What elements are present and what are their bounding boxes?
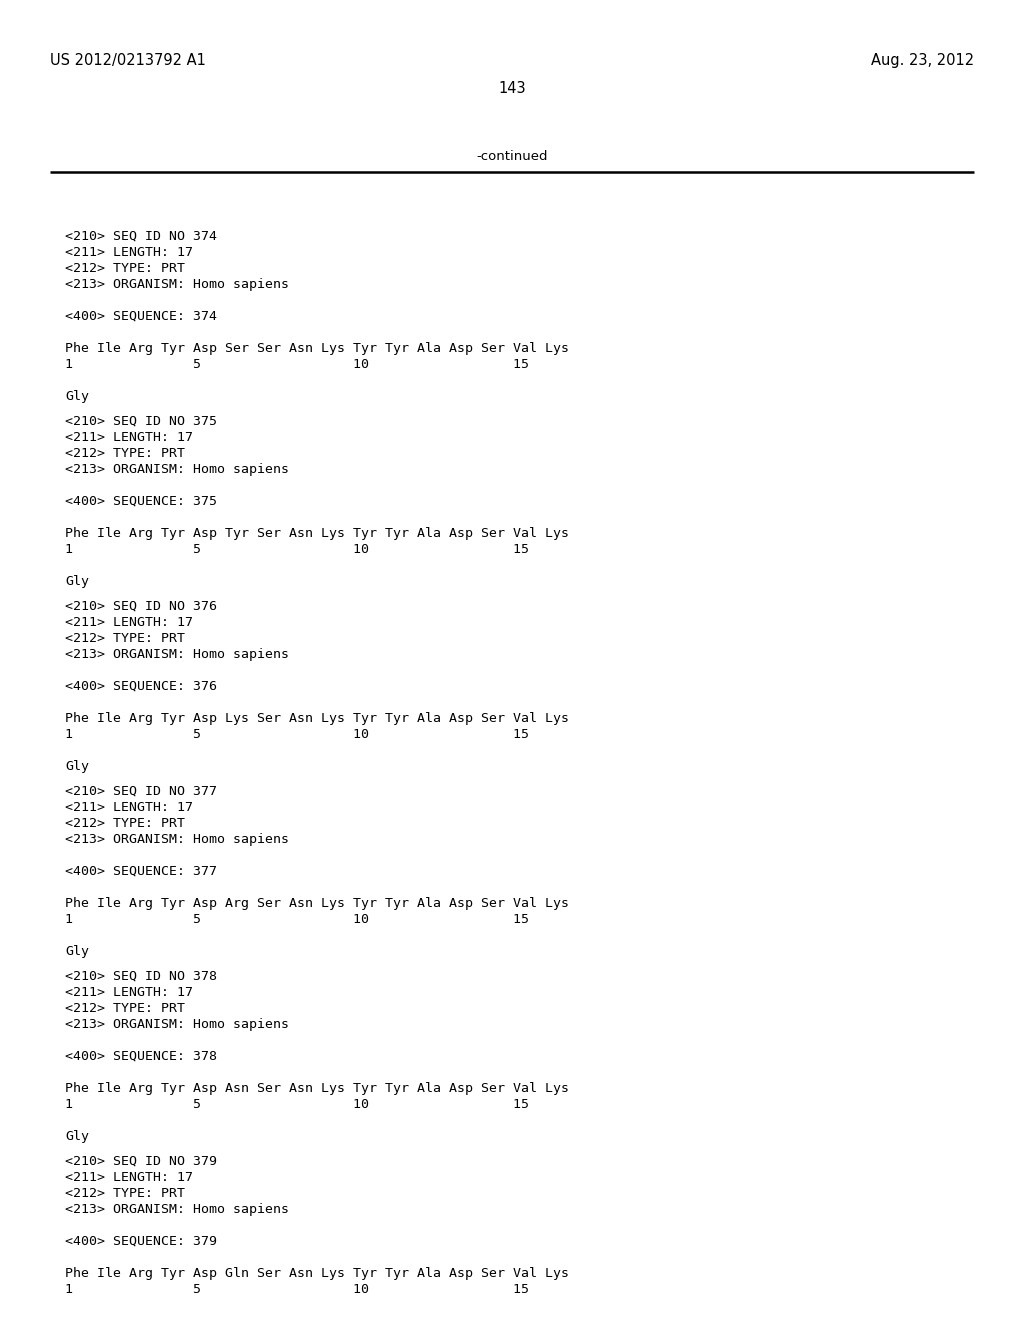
Text: <210> SEQ ID NO 378: <210> SEQ ID NO 378 [65, 970, 217, 983]
Text: <213> ORGANISM: Homo sapiens: <213> ORGANISM: Homo sapiens [65, 833, 289, 846]
Text: <400> SEQUENCE: 379: <400> SEQUENCE: 379 [65, 1236, 217, 1247]
Text: <210> SEQ ID NO 379: <210> SEQ ID NO 379 [65, 1155, 217, 1168]
Text: US 2012/0213792 A1: US 2012/0213792 A1 [50, 53, 206, 69]
Text: Phe Ile Arg Tyr Asp Arg Ser Asn Lys Tyr Tyr Ala Asp Ser Val Lys: Phe Ile Arg Tyr Asp Arg Ser Asn Lys Tyr … [65, 898, 569, 909]
Text: Phe Ile Arg Tyr Asp Lys Ser Asn Lys Tyr Tyr Ala Asp Ser Val Lys: Phe Ile Arg Tyr Asp Lys Ser Asn Lys Tyr … [65, 711, 569, 725]
Text: <210> SEQ ID NO 374: <210> SEQ ID NO 374 [65, 230, 217, 243]
Text: 1               5                   10                  15: 1 5 10 15 [65, 1098, 529, 1111]
Text: Gly: Gly [65, 576, 89, 587]
Text: Phe Ile Arg Tyr Asp Gln Ser Asn Lys Tyr Tyr Ala Asp Ser Val Lys: Phe Ile Arg Tyr Asp Gln Ser Asn Lys Tyr … [65, 1267, 569, 1280]
Text: <212> TYPE: PRT: <212> TYPE: PRT [65, 447, 185, 459]
Text: <213> ORGANISM: Homo sapiens: <213> ORGANISM: Homo sapiens [65, 1203, 289, 1216]
Text: <211> LENGTH: 17: <211> LENGTH: 17 [65, 432, 193, 444]
Text: -continued: -continued [476, 150, 548, 162]
Text: <400> SEQUENCE: 374: <400> SEQUENCE: 374 [65, 310, 217, 323]
Text: Aug. 23, 2012: Aug. 23, 2012 [870, 53, 974, 69]
Text: <213> ORGANISM: Homo sapiens: <213> ORGANISM: Homo sapiens [65, 279, 289, 290]
Text: 1               5                   10                  15: 1 5 10 15 [65, 1283, 529, 1296]
Text: <211> LENGTH: 17: <211> LENGTH: 17 [65, 801, 193, 814]
Text: <213> ORGANISM: Homo sapiens: <213> ORGANISM: Homo sapiens [65, 463, 289, 477]
Text: Gly: Gly [65, 389, 89, 403]
Text: <212> TYPE: PRT: <212> TYPE: PRT [65, 817, 185, 830]
Text: <211> LENGTH: 17: <211> LENGTH: 17 [65, 986, 193, 999]
Text: Phe Ile Arg Tyr Asp Tyr Ser Asn Lys Tyr Tyr Ala Asp Ser Val Lys: Phe Ile Arg Tyr Asp Tyr Ser Asn Lys Tyr … [65, 527, 569, 540]
Text: <212> TYPE: PRT: <212> TYPE: PRT [65, 261, 185, 275]
Text: Phe Ile Arg Tyr Asp Ser Ser Asn Lys Tyr Tyr Ala Asp Ser Val Lys: Phe Ile Arg Tyr Asp Ser Ser Asn Lys Tyr … [65, 342, 569, 355]
Text: 1               5                   10                  15: 1 5 10 15 [65, 913, 529, 927]
Text: <210> SEQ ID NO 377: <210> SEQ ID NO 377 [65, 785, 217, 799]
Text: 1               5                   10                  15: 1 5 10 15 [65, 358, 529, 371]
Text: <400> SEQUENCE: 376: <400> SEQUENCE: 376 [65, 680, 217, 693]
Text: <400> SEQUENCE: 375: <400> SEQUENCE: 375 [65, 495, 217, 508]
Text: Phe Ile Arg Tyr Asp Asn Ser Asn Lys Tyr Tyr Ala Asp Ser Val Lys: Phe Ile Arg Tyr Asp Asn Ser Asn Lys Tyr … [65, 1082, 569, 1096]
Text: <400> SEQUENCE: 377: <400> SEQUENCE: 377 [65, 865, 217, 878]
Text: <210> SEQ ID NO 375: <210> SEQ ID NO 375 [65, 414, 217, 428]
Text: <211> LENGTH: 17: <211> LENGTH: 17 [65, 1171, 193, 1184]
Text: Gly: Gly [65, 945, 89, 958]
Text: Gly: Gly [65, 1130, 89, 1143]
Text: <212> TYPE: PRT: <212> TYPE: PRT [65, 632, 185, 645]
Text: 143: 143 [499, 81, 525, 96]
Text: <211> LENGTH: 17: <211> LENGTH: 17 [65, 616, 193, 630]
Text: <212> TYPE: PRT: <212> TYPE: PRT [65, 1187, 185, 1200]
Text: Gly: Gly [65, 760, 89, 774]
Text: 1               5                   10                  15: 1 5 10 15 [65, 543, 529, 556]
Text: <211> LENGTH: 17: <211> LENGTH: 17 [65, 246, 193, 259]
Text: <213> ORGANISM: Homo sapiens: <213> ORGANISM: Homo sapiens [65, 1018, 289, 1031]
Text: <210> SEQ ID NO 376: <210> SEQ ID NO 376 [65, 601, 217, 612]
Text: 1               5                   10                  15: 1 5 10 15 [65, 729, 529, 741]
Text: <212> TYPE: PRT: <212> TYPE: PRT [65, 1002, 185, 1015]
Text: <213> ORGANISM: Homo sapiens: <213> ORGANISM: Homo sapiens [65, 648, 289, 661]
Text: <400> SEQUENCE: 378: <400> SEQUENCE: 378 [65, 1049, 217, 1063]
